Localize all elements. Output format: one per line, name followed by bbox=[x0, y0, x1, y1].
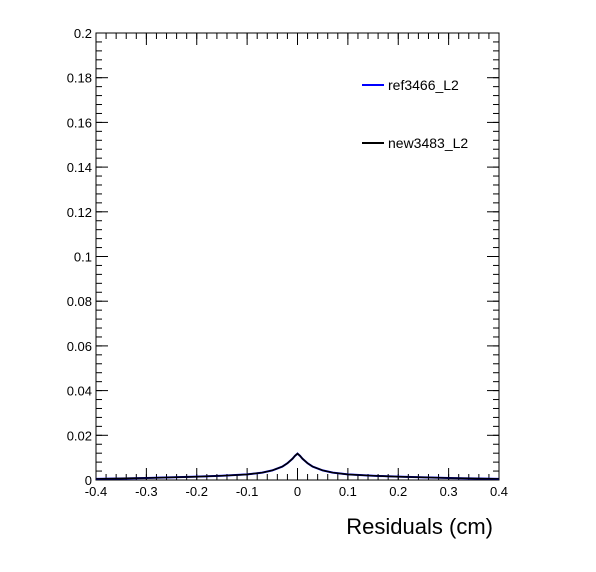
series-lines bbox=[95, 452, 500, 480]
y-tick-label: 0.12 bbox=[67, 205, 92, 220]
y-tick-label: 0.08 bbox=[67, 294, 92, 309]
x-tick-label: -0.1 bbox=[236, 484, 258, 499]
y-tick-label: 0.18 bbox=[67, 71, 92, 86]
y-tick-label: 0.16 bbox=[67, 115, 92, 130]
y-tick-label: 0.2 bbox=[74, 26, 92, 41]
y-tick-label: 0.04 bbox=[67, 384, 92, 399]
x-tick-label: -0.2 bbox=[186, 484, 208, 499]
y-tick-label: 0.06 bbox=[67, 339, 92, 354]
legend: ref3466_L2 new3483_L2 bbox=[356, 68, 486, 162]
x-axis-title: Residuals (cm) bbox=[346, 514, 493, 539]
axis-ticks bbox=[95, 32, 500, 481]
x-tick-label: 0.2 bbox=[389, 484, 407, 499]
y-tick-label: 0.1 bbox=[74, 250, 92, 265]
y-tick-label: 0.02 bbox=[67, 428, 92, 443]
x-tick-label: 0 bbox=[294, 484, 301, 499]
legend-label-ref: ref3466_L2 bbox=[388, 77, 459, 93]
y-tick-label: 0 bbox=[85, 473, 92, 488]
y-tick-label: 0.14 bbox=[67, 160, 92, 175]
tick-labels: -0.4 -0.3 -0.2 -0.1 0 0.1 0.2 0.3 0.4 0 0.02 0.04 0.… bbox=[67, 26, 508, 499]
x-tick-label: -0.3 bbox=[135, 484, 157, 499]
series-line-new bbox=[95, 452, 500, 480]
legend-label-new: new3483_L2 bbox=[388, 135, 468, 151]
x-tick-label: 0.4 bbox=[490, 484, 508, 499]
x-tick-label: 0.1 bbox=[339, 484, 357, 499]
x-tick-label: 0.3 bbox=[440, 484, 458, 499]
legend-box bbox=[356, 68, 486, 162]
x-tick-label: -0.4 bbox=[85, 484, 107, 499]
